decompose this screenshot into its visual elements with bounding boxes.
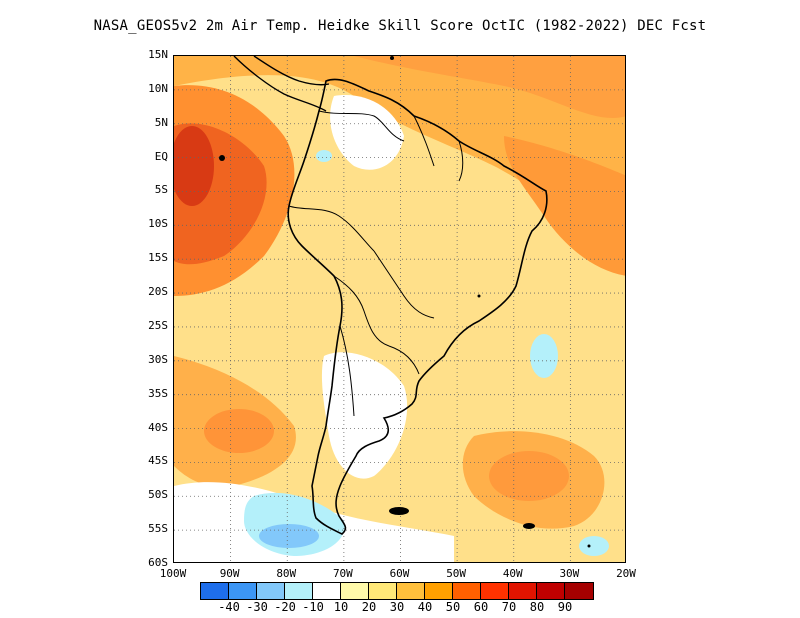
colorbar-label: 30 xyxy=(389,600,405,614)
skill-score-map xyxy=(174,56,625,562)
lat-label: 15S xyxy=(148,251,168,265)
field-atlantic-eq xyxy=(504,136,625,276)
field-pacific-max xyxy=(174,126,214,206)
field-argentina-white xyxy=(321,352,408,479)
south-america-coastline xyxy=(287,78,548,535)
field-neg-andes xyxy=(316,150,332,162)
field-neg-atlantic xyxy=(530,334,558,378)
lon-label: 100W xyxy=(159,567,187,580)
lat-label: 10N xyxy=(148,81,168,95)
lon-label: 30W xyxy=(559,567,580,580)
colorbar-swatch xyxy=(481,583,509,599)
colorbar-swatch xyxy=(509,583,537,599)
field-south-pacific-core xyxy=(204,409,274,453)
field-neg-southeast xyxy=(579,536,609,556)
islands xyxy=(219,56,591,548)
central-america-coastline xyxy=(233,56,330,112)
gridlines xyxy=(174,56,625,562)
lon-label: 80W xyxy=(276,567,297,580)
colorbar-swatch xyxy=(397,583,425,599)
lat-label: 60S xyxy=(148,556,168,569)
lon-label: 40W xyxy=(502,567,523,580)
colorbar-label: 10 xyxy=(333,600,349,614)
lat-label: 10S xyxy=(148,217,168,231)
colorbar-swatch xyxy=(425,583,453,599)
lat-label: 30S xyxy=(148,352,168,366)
colorbar-label: -20 xyxy=(274,600,296,614)
colorbar-label: -10 xyxy=(302,600,324,614)
lat-label: 40S xyxy=(148,420,168,434)
colorbar-swatch xyxy=(565,583,593,599)
colorbar-swatch xyxy=(201,583,229,599)
lat-label: 45S xyxy=(148,454,168,468)
field-north-strong xyxy=(354,56,625,118)
map-title: NASA_GEOS5v2 2m Air Temp. Heidke Skill S… xyxy=(93,18,707,34)
lat-label: 5S xyxy=(154,183,168,197)
colorbar-label: -30 xyxy=(246,600,268,614)
lon-label: 20W xyxy=(616,567,636,580)
colorbar-label: 80 xyxy=(529,600,545,614)
colorbar-label: -40 xyxy=(218,600,240,614)
lat-label: 5N xyxy=(154,115,168,129)
lat-label: EQ xyxy=(154,149,168,163)
lat-label: 55S xyxy=(148,522,168,536)
lon-label: 90W xyxy=(219,567,240,580)
lon-label: 60W xyxy=(389,567,410,580)
colorbar-label: 90 xyxy=(557,600,573,614)
lat-label: 15N xyxy=(148,48,168,61)
colorbar-swatch xyxy=(257,583,285,599)
country-borders xyxy=(288,110,464,417)
colorbar-swatch xyxy=(537,583,565,599)
colorbar-swatch xyxy=(341,583,369,599)
lat-label: 35S xyxy=(148,386,168,400)
field-neg-core xyxy=(259,524,319,548)
colorbar-label: 70 xyxy=(501,600,517,614)
lat-label: 25S xyxy=(148,318,168,332)
lat-label: 20S xyxy=(148,285,168,299)
map-panel xyxy=(173,55,626,563)
colorbar-swatch xyxy=(369,583,397,599)
colorbar-label: 60 xyxy=(473,600,489,614)
lon-label: 50W xyxy=(446,567,467,580)
lat-label: 50S xyxy=(148,488,168,502)
colorbar-swatch xyxy=(453,583,481,599)
lon-label: 70W xyxy=(332,567,353,580)
colorbar-label: 50 xyxy=(445,600,461,614)
field-south-atlantic-core xyxy=(489,451,569,501)
colorbar-label: 20 xyxy=(361,600,377,614)
colorbar-label: 40 xyxy=(417,600,433,614)
colorbar-swatch xyxy=(285,583,313,599)
colorbar-swatch xyxy=(313,583,341,599)
field-north xyxy=(174,56,625,212)
colorbar-swatch xyxy=(229,583,257,599)
colorbar xyxy=(200,582,594,600)
